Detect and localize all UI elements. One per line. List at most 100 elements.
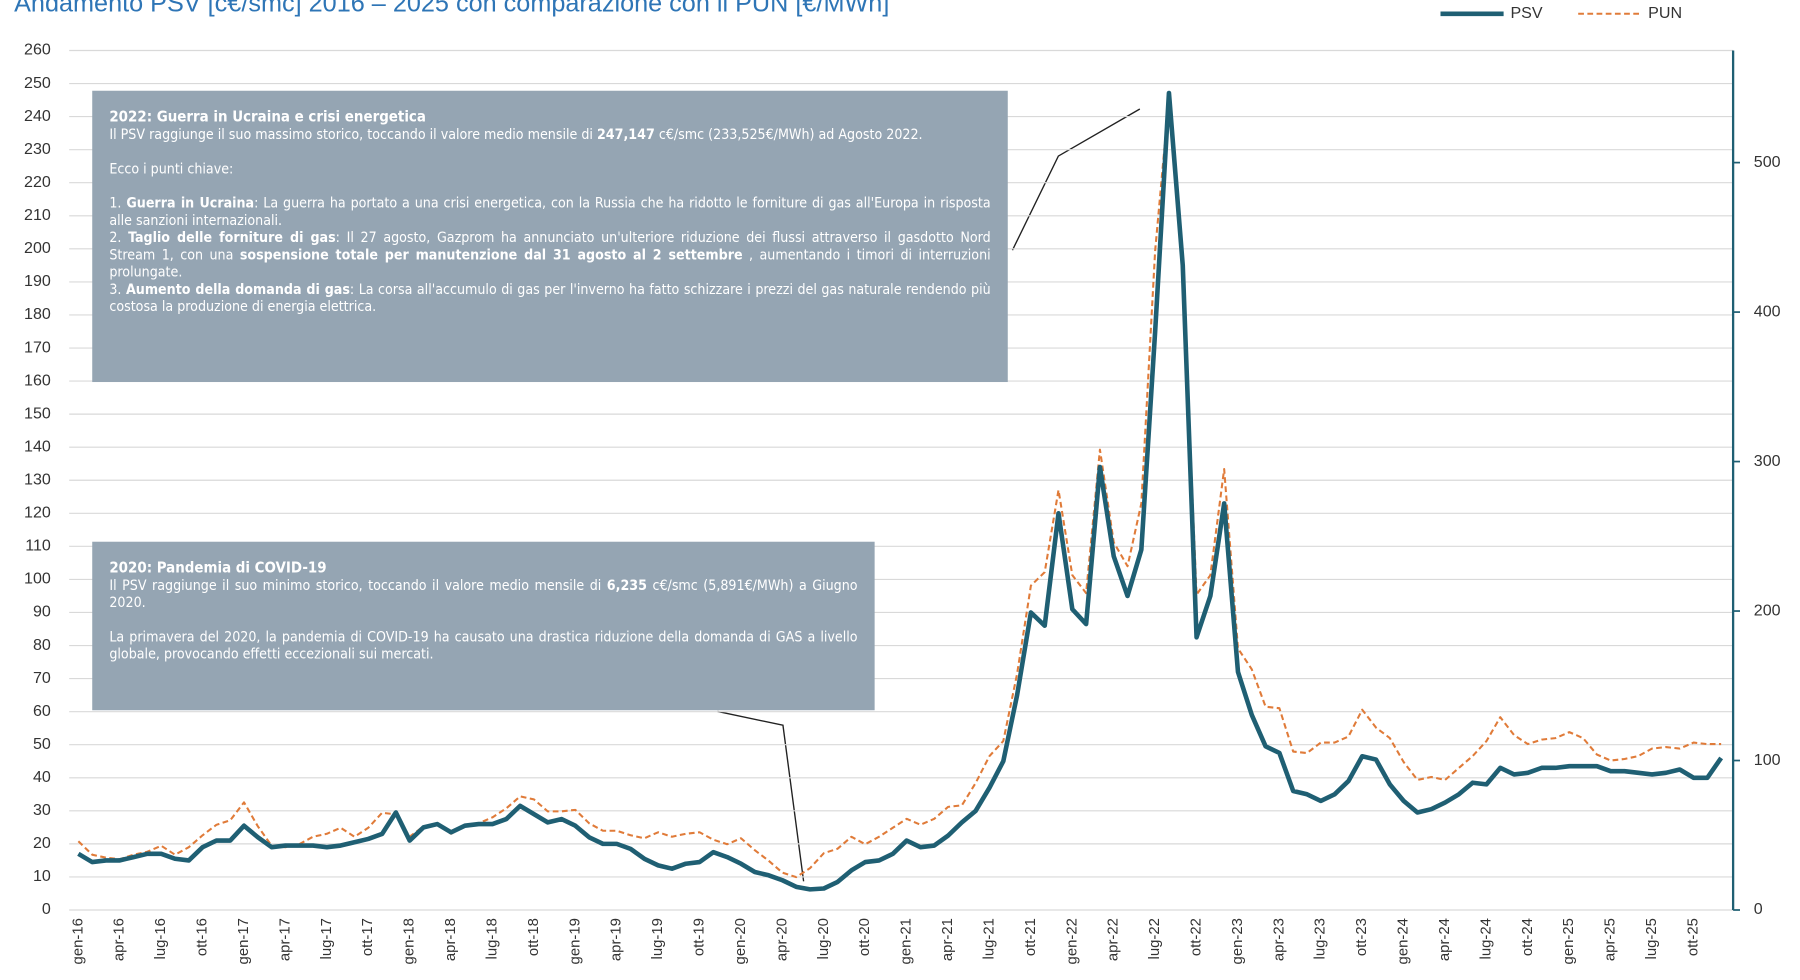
- annotation-text: : La guerra ha portato a una crisi energ…: [109, 195, 991, 229]
- x-tick-label: ott-17: [360, 918, 376, 956]
- y-tick-label: 140: [24, 437, 51, 455]
- annotation-text: Il PSV raggiunge il suo massimo storico,…: [109, 126, 597, 143]
- annotation-text: 1.: [109, 195, 127, 212]
- annotation-text: 3.: [109, 281, 126, 298]
- annotation-text: : Il 27 agosto, Gazprom ha annunciato un…: [109, 229, 991, 263]
- x-tick-label: lug-19: [650, 918, 666, 959]
- legend-label: PSV: [1510, 4, 1542, 22]
- y-tick-label: 80: [33, 636, 51, 654]
- annotation-line: 3. Aumento della domanda di gas: La cors…: [109, 281, 990, 315]
- y2-tick-label: 300: [1754, 452, 1781, 470]
- y-tick-label: 90: [33, 603, 51, 621]
- x-tick-label: lug-22: [1147, 918, 1163, 959]
- x-tick-label: lug-16: [153, 918, 169, 959]
- annotation-text: Taglio delle forniture di gas: [128, 229, 336, 246]
- annotation-text: c€/smc (5,891€/MWh) a Giugno 2020.: [109, 577, 858, 611]
- annotation-line: 2. Taglio delle forniture di gas: Il 27 …: [109, 230, 990, 282]
- x-tick-label: ott-24: [1520, 918, 1536, 956]
- y-tick-label: 220: [24, 173, 51, 191]
- annotation-text: Aumento della domanda di gas: [125, 281, 350, 298]
- y-tick-label: 70: [33, 669, 51, 687]
- x-tick-label: lug-17: [319, 918, 335, 959]
- x-tick-label: apr-17: [277, 918, 293, 961]
- annotation: 2022: Guerra in Ucraina e crisi energeti…: [92, 90, 1008, 383]
- annotation-text: sospensione totale per manutenzione dal …: [239, 246, 743, 263]
- annotation-text: Il PSV raggiunge il suo minimo storico, …: [109, 577, 607, 594]
- x-tick-label: ott-19: [692, 918, 708, 956]
- y-tick-label: 40: [33, 768, 51, 786]
- y-tick-label: 250: [24, 74, 51, 92]
- x-tick-label: ott-25: [1685, 918, 1701, 956]
- y-tick-label: 160: [24, 371, 51, 389]
- y-tick-label: 20: [33, 834, 51, 852]
- x-tick-label: apr-24: [1437, 918, 1453, 961]
- annotation-box: 2020: Pandemia di COVID-19 Il PSV raggiun…: [92, 541, 875, 711]
- x-tick-label: ott-21: [1023, 918, 1039, 956]
- x-tick-label: apr-18: [443, 918, 459, 961]
- annotation-text: : La corsa all'accumulo di gas per l'inv…: [109, 281, 991, 315]
- y-tick-label: 240: [24, 107, 51, 125]
- x-tick-label: lug-18: [484, 918, 500, 959]
- x-tick-label: gen-24: [1396, 918, 1412, 964]
- annotation-title: 2020: Pandemia di COVID-19: [109, 560, 327, 578]
- x-tick-label: lug-20: [816, 918, 832, 959]
- callout-line: [717, 710, 805, 882]
- x-tick-label: ott-20: [857, 918, 873, 956]
- y-tick-label: 100: [24, 570, 51, 588]
- annotation-box: 2022: Guerra in Ucraina e crisi energeti…: [92, 90, 1008, 383]
- y-tick-label: 180: [24, 305, 51, 323]
- y-tick-label: 190: [24, 272, 51, 290]
- x-tick-label: apr-25: [1603, 918, 1619, 961]
- annotation-text: 2.: [109, 229, 129, 246]
- chart-title: Andamento PSV [c€/smc] 2016 – 2025 con c…: [14, 0, 889, 17]
- annotation-line: La primavera del 2020, la pandemia di CO…: [109, 629, 857, 663]
- annotation-text: 6,235: [606, 577, 647, 594]
- annotation-line: 1. Guerra in Ucraina: La guerra ha porta…: [109, 195, 990, 229]
- annotation-line: Ecco i punti chiave:: [109, 161, 990, 178]
- y-tick-label: 0: [42, 900, 51, 918]
- annotation-text: Guerra in Ucraina: [126, 195, 255, 212]
- annotation-block: Il PSV raggiunge il suo massimo storico,…: [109, 126, 990, 143]
- x-tick-label: gen-25: [1561, 918, 1577, 964]
- y-tick-label: 60: [33, 702, 51, 720]
- x-tick-label: gen-18: [402, 918, 418, 964]
- x-tick-label: gen-19: [567, 918, 583, 964]
- callout-line: [1011, 108, 1141, 251]
- annotation-line: Il PSV raggiunge il suo minimo storico, …: [109, 577, 857, 611]
- x-tick-label: apr-19: [609, 918, 625, 961]
- annotation-block: La primavera del 2020, la pandemia di CO…: [109, 629, 857, 663]
- x-tick-label: ott-16: [195, 918, 211, 956]
- x-tick-label: lug-24: [1478, 918, 1494, 959]
- y-tick-label: 200: [24, 239, 51, 257]
- y2-tick-label: 400: [1754, 302, 1781, 320]
- annotation-text: La primavera del 2020, la pandemia di CO…: [109, 628, 858, 663]
- x-tick-label: lug-23: [1313, 918, 1329, 959]
- x-tick-label: apr-21: [940, 918, 956, 961]
- x-tick-label: apr-20: [774, 918, 790, 961]
- annotation-title: 2022: Guerra in Ucraina e crisi energeti…: [109, 109, 426, 127]
- annotation-text: Ecco i punti chiave:: [109, 160, 234, 177]
- series-line: [77, 90, 1724, 892]
- y2-tick-label: 500: [1754, 153, 1781, 171]
- y-tick-label: 10: [33, 867, 51, 885]
- y-tick-label: 150: [24, 404, 51, 422]
- x-tick-label: lug-25: [1644, 918, 1660, 959]
- x-tick-label: gen-20: [733, 918, 749, 964]
- y-tick-label: 120: [24, 504, 51, 522]
- x-tick-label: apr-22: [1106, 918, 1122, 961]
- annotation-text: 247,147: [596, 126, 655, 143]
- annotation-block: Il PSV raggiunge il suo minimo storico, …: [109, 577, 857, 611]
- annotation-text: , aumentando i timori di interruzioni pr…: [109, 246, 991, 280]
- x-tick-label: gen-17: [236, 918, 252, 964]
- x-tick-label: ott-23: [1354, 918, 1370, 956]
- y2-tick-label: 0: [1754, 900, 1763, 918]
- x-tick-label: ott-18: [526, 918, 542, 956]
- y-tick-label: 50: [33, 735, 51, 753]
- x-tick-label: ott-22: [1188, 918, 1204, 956]
- y-tick-label: 130: [24, 470, 51, 488]
- y-tick-label: 30: [33, 801, 51, 819]
- y-tick-label: 170: [24, 338, 51, 356]
- x-tick-label: gen-23: [1230, 918, 1246, 964]
